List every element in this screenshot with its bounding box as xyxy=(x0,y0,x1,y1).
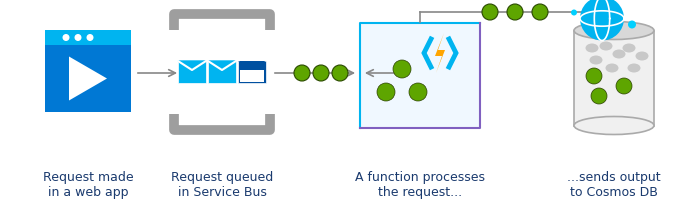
Bar xyxy=(45,30,131,45)
Circle shape xyxy=(74,34,81,41)
Circle shape xyxy=(482,4,498,20)
Circle shape xyxy=(571,9,577,15)
Ellipse shape xyxy=(622,43,636,52)
Circle shape xyxy=(393,60,411,78)
Bar xyxy=(45,30,131,112)
Polygon shape xyxy=(435,33,445,73)
Circle shape xyxy=(580,0,624,41)
Circle shape xyxy=(628,20,636,28)
Ellipse shape xyxy=(589,56,603,65)
Bar xyxy=(238,61,266,83)
Circle shape xyxy=(313,65,329,81)
Bar xyxy=(240,70,264,82)
Polygon shape xyxy=(208,61,236,70)
Circle shape xyxy=(616,78,632,94)
Text: A function processes
the request...: A function processes the request... xyxy=(355,171,485,199)
Ellipse shape xyxy=(574,22,654,40)
Ellipse shape xyxy=(612,50,626,59)
Circle shape xyxy=(87,34,94,41)
Bar xyxy=(178,61,206,83)
Polygon shape xyxy=(238,61,266,68)
Polygon shape xyxy=(69,56,107,101)
Text: Request queued
in Service Bus: Request queued in Service Bus xyxy=(171,171,273,199)
Circle shape xyxy=(332,65,348,81)
Ellipse shape xyxy=(636,51,648,60)
Bar xyxy=(360,23,480,127)
Circle shape xyxy=(586,68,602,84)
Ellipse shape xyxy=(574,116,654,135)
Ellipse shape xyxy=(585,43,598,52)
Polygon shape xyxy=(178,61,206,70)
Bar xyxy=(574,31,654,125)
Ellipse shape xyxy=(599,42,612,51)
Circle shape xyxy=(591,88,607,104)
Circle shape xyxy=(294,65,310,81)
Circle shape xyxy=(409,83,427,101)
Circle shape xyxy=(507,4,523,20)
Circle shape xyxy=(62,34,69,41)
Circle shape xyxy=(532,4,548,20)
Circle shape xyxy=(377,83,395,101)
Text: ...sends output
to Cosmos DB: ...sends output to Cosmos DB xyxy=(567,171,661,199)
Ellipse shape xyxy=(606,64,619,73)
Bar xyxy=(208,61,236,83)
Ellipse shape xyxy=(627,64,640,73)
Text: Request made
in a web app: Request made in a web app xyxy=(43,171,133,199)
